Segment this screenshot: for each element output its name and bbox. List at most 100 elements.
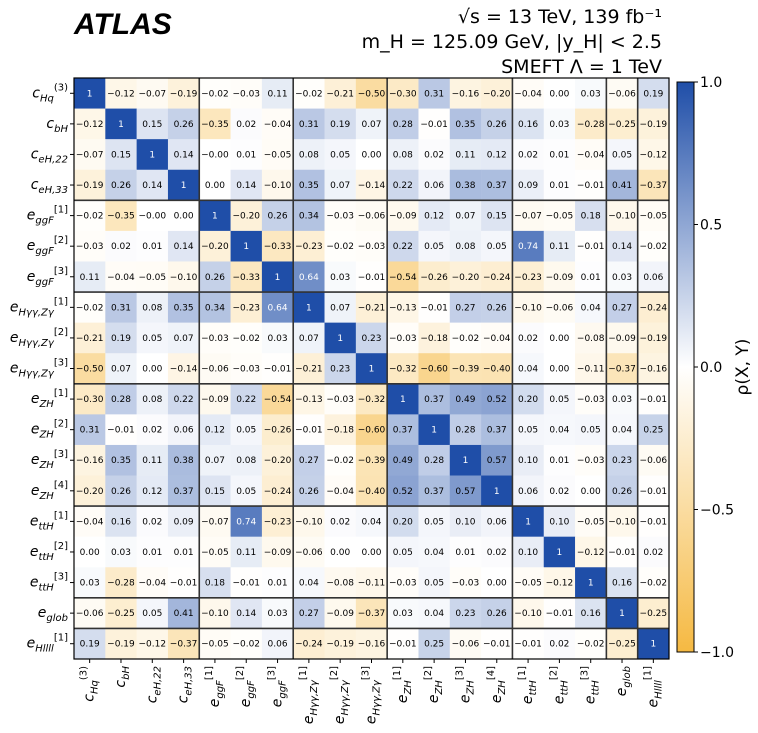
x-tick-label: ettH[1] <box>517 666 539 704</box>
heatmap-cell <box>167 322 200 354</box>
heatmap-cell <box>74 292 106 323</box>
x-tick-label: eZH[1] <box>392 666 414 703</box>
cell-value-label: −0.03 <box>389 579 417 589</box>
cell-value-label: 0.11 <box>80 273 100 283</box>
x-tick-label: cHq(3) <box>79 666 101 702</box>
cell-value-label: 0.10 <box>518 548 538 558</box>
cell-value-label: 0.11 <box>142 456 162 466</box>
heatmap-cell <box>449 414 482 446</box>
heatmap-cell <box>230 353 263 385</box>
cell-value-label: 0.49 <box>455 395 475 405</box>
heatmap-cell <box>637 230 670 262</box>
heatmap-cell <box>136 628 169 660</box>
cell-value-label: 0.07 <box>361 120 381 130</box>
cell-value-label: 0.23 <box>330 365 350 375</box>
cell-value-label: 1 <box>400 395 406 405</box>
cell-value-label: 0.15 <box>487 212 507 222</box>
heatmap-cell <box>449 383 482 415</box>
heatmap-cell <box>74 475 106 507</box>
cell-value-label: 0.05 <box>393 548 413 558</box>
heatmap-cell <box>481 200 513 232</box>
heatmap-cell <box>199 169 231 201</box>
cell-value-label: 0.01 <box>142 242 162 252</box>
cell-value-label: 0.16 <box>612 579 632 589</box>
cell-value-label: 0.10 <box>518 456 538 466</box>
heatmap-cell <box>387 506 419 537</box>
heatmap-cell <box>355 506 388 537</box>
cell-value-label: 0.27 <box>455 303 475 313</box>
heatmap-cell <box>606 628 638 660</box>
cell-value-label: −0.19 <box>170 89 198 99</box>
heatmap-cell <box>387 475 419 507</box>
cell-value-label: −0.39 <box>452 365 480 375</box>
heatmap-cell <box>512 414 545 446</box>
heatmap-cell <box>293 444 325 476</box>
heatmap-cell <box>418 506 451 537</box>
cell-value-label: 0.34 <box>205 303 225 313</box>
cell-value-label: 0.27 <box>299 609 319 619</box>
heatmap-cell <box>481 322 513 354</box>
heatmap-cell <box>481 353 513 385</box>
cell-value-label: −0.12 <box>640 150 668 160</box>
heatmap-cell <box>167 506 200 537</box>
cell-value-label: −0.21 <box>326 89 354 99</box>
cell-value-label: 1 <box>431 426 437 436</box>
cell-value-label: −0.35 <box>107 212 135 222</box>
x-tick-label: eZH[2] <box>423 666 445 703</box>
cell-value-label: −0.21 <box>358 303 386 313</box>
heatmap-cell <box>105 383 137 415</box>
heatmap-cell <box>105 506 137 537</box>
y-tick-label: eggF[2] <box>27 235 68 257</box>
heatmap-cell <box>167 169 200 201</box>
heatmap-cell <box>418 536 451 568</box>
cell-value-label: −0.12 <box>76 120 104 130</box>
x-tick-label: eZH[4] <box>486 666 508 703</box>
cell-value-label: 0.27 <box>612 303 632 313</box>
heatmap-cell <box>637 444 670 476</box>
cell-value-label: 0.07 <box>111 365 131 375</box>
cell-value-label: −0.60 <box>358 426 386 436</box>
heatmap-cell <box>512 475 545 507</box>
cell-value-label: −0.09 <box>608 334 636 344</box>
heatmap-cell <box>136 139 169 171</box>
cell-value-label: −0.07 <box>138 89 166 99</box>
cell-value-label: 0.01 <box>581 273 601 283</box>
cell-value-label: −0.10 <box>295 517 323 527</box>
heatmap-cell <box>543 444 576 476</box>
heatmap-cell <box>293 383 325 415</box>
heatmap-cell <box>575 200 607 232</box>
heatmap-cell <box>387 414 419 446</box>
cell-value-label: 0.12 <box>487 150 507 160</box>
heatmap-cell <box>324 292 357 323</box>
cell-value-label: 0.02 <box>549 487 569 497</box>
cell-value-label: −0.05 <box>514 579 542 589</box>
cell-value-label: −0.01 <box>577 181 605 191</box>
heatmap-cell <box>261 78 294 109</box>
y-tick-label: ettH[3] <box>30 572 68 594</box>
cell-value-label: 0.05 <box>612 150 632 160</box>
cell-value-label: −0.20 <box>452 273 480 283</box>
cell-value-label: −0.04 <box>138 579 166 589</box>
heatmap-cell <box>199 475 231 507</box>
heatmap-cell <box>324 414 357 446</box>
cell-value-label: −0.03 <box>389 334 417 344</box>
heatmap-cell <box>637 200 670 232</box>
cell-value-label: −0.01 <box>420 120 448 130</box>
cell-value-label: −0.02 <box>326 456 354 466</box>
heatmap-cell <box>293 169 325 201</box>
heatmap-cell <box>575 169 607 201</box>
colorbar <box>676 81 695 653</box>
cell-value-label: 0.00 <box>205 181 225 191</box>
heatmap-cell <box>167 292 200 323</box>
cell-value-label: −0.32 <box>389 365 417 375</box>
heatmap-cell <box>167 628 200 660</box>
heatmap-cell <box>481 383 513 415</box>
heatmap-cell <box>199 230 231 262</box>
cell-value-label: −0.16 <box>76 456 104 466</box>
heatmap-cell <box>355 383 388 415</box>
heatmap-cell <box>387 353 419 385</box>
cell-value-label: 0.19 <box>80 640 100 650</box>
heatmap-cell <box>136 261 169 293</box>
cell-value-label: −0.26 <box>420 273 448 283</box>
heatmap-cell <box>387 322 419 354</box>
